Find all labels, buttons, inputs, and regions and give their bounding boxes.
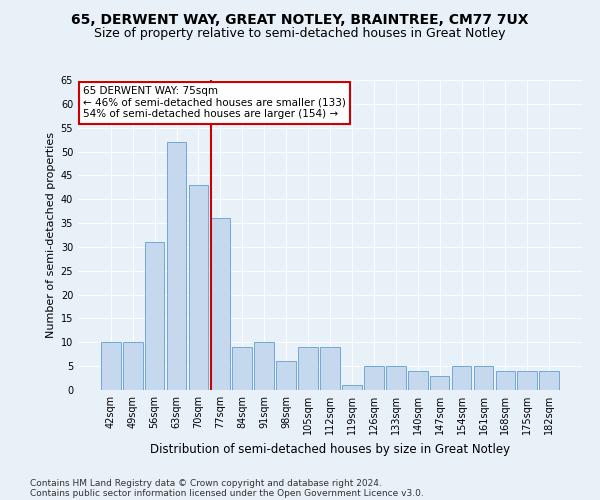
Bar	[211, 218, 230, 390]
Bar	[232, 347, 252, 390]
Bar	[254, 342, 274, 390]
Bar	[386, 366, 406, 390]
Bar	[496, 371, 515, 390]
Bar	[167, 142, 187, 390]
X-axis label: Distribution of semi-detached houses by size in Great Notley: Distribution of semi-detached houses by …	[150, 442, 510, 456]
Text: Size of property relative to semi-detached houses in Great Notley: Size of property relative to semi-detach…	[94, 28, 506, 40]
Text: Contains HM Land Registry data © Crown copyright and database right 2024.: Contains HM Land Registry data © Crown c…	[30, 478, 382, 488]
Bar	[473, 366, 493, 390]
Bar	[517, 371, 537, 390]
Bar	[101, 342, 121, 390]
Bar	[364, 366, 384, 390]
Text: 65, DERWENT WAY, GREAT NOTLEY, BRAINTREE, CM77 7UX: 65, DERWENT WAY, GREAT NOTLEY, BRAINTREE…	[71, 12, 529, 26]
Bar	[430, 376, 449, 390]
Bar	[342, 385, 362, 390]
Bar	[145, 242, 164, 390]
Bar	[123, 342, 143, 390]
Bar	[320, 347, 340, 390]
Bar	[298, 347, 318, 390]
Text: Contains public sector information licensed under the Open Government Licence v3: Contains public sector information licen…	[30, 488, 424, 498]
Bar	[276, 362, 296, 390]
Bar	[539, 371, 559, 390]
Bar	[188, 185, 208, 390]
Y-axis label: Number of semi-detached properties: Number of semi-detached properties	[46, 132, 56, 338]
Bar	[452, 366, 472, 390]
Text: 65 DERWENT WAY: 75sqm
← 46% of semi-detached houses are smaller (133)
54% of sem: 65 DERWENT WAY: 75sqm ← 46% of semi-deta…	[83, 86, 346, 120]
Bar	[408, 371, 428, 390]
